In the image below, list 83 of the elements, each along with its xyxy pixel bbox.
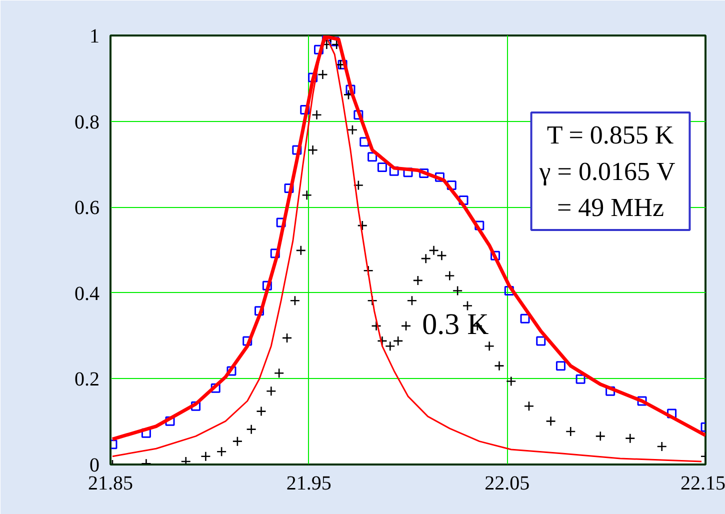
point (506, 376, 516, 386)
point (520, 314, 530, 324)
point (347, 124, 358, 136)
point (419, 168, 429, 178)
y-tick-label: 1 (90, 26, 100, 48)
point (667, 408, 677, 418)
point (595, 431, 606, 442)
point (308, 72, 318, 82)
point (232, 436, 243, 446)
x-tick-label: 21.95 (286, 472, 332, 494)
point (367, 295, 378, 306)
point (262, 280, 272, 290)
point (338, 60, 348, 70)
point (446, 180, 456, 190)
point (484, 340, 494, 352)
point (377, 336, 388, 346)
point (254, 306, 264, 316)
point (385, 340, 396, 352)
point (420, 253, 431, 264)
point (318, 69, 328, 80)
point (290, 295, 300, 306)
point (444, 270, 455, 281)
point (656, 441, 668, 452)
point (200, 451, 211, 462)
point (282, 332, 292, 344)
point (246, 424, 256, 434)
y-tick-label: 0.2 (74, 368, 100, 391)
point (377, 162, 387, 172)
x-tick-label: 22.15 (680, 472, 725, 494)
y-tick-label: 0.4 (74, 282, 100, 305)
point (226, 366, 236, 376)
point (308, 144, 318, 156)
point (624, 433, 636, 444)
point (296, 245, 306, 256)
point (546, 416, 556, 426)
point (165, 416, 175, 426)
point (462, 300, 473, 311)
point (458, 195, 468, 205)
point (300, 104, 310, 114)
point (292, 145, 302, 155)
point (606, 386, 616, 396)
annotation: T = 0.855 K (546, 120, 674, 150)
point (392, 336, 404, 346)
point (412, 275, 424, 286)
point (504, 286, 514, 296)
point (274, 368, 284, 378)
point (242, 336, 252, 346)
point (180, 456, 192, 464)
point (637, 396, 647, 406)
point (474, 220, 484, 230)
point (565, 426, 576, 437)
point (406, 295, 418, 306)
point (490, 250, 500, 260)
point (357, 220, 368, 231)
point (556, 361, 566, 371)
point (266, 386, 276, 396)
point (576, 374, 586, 384)
point (210, 383, 220, 393)
annotation: γ = 0.0165 V (538, 156, 676, 186)
point (302, 190, 312, 200)
y-tick-label: 0.8 (74, 111, 100, 134)
point (371, 320, 382, 332)
point (400, 320, 412, 332)
point (216, 446, 227, 457)
y-tick-label: 0.6 (74, 197, 100, 220)
point (191, 401, 201, 411)
point (536, 336, 546, 346)
point (452, 286, 463, 296)
point (436, 250, 447, 261)
point (494, 360, 504, 371)
x-tick-label: 22.05 (484, 472, 530, 494)
point (524, 401, 534, 412)
point (256, 406, 266, 416)
point (346, 84, 356, 94)
point (368, 152, 378, 162)
point (354, 110, 364, 120)
point (353, 180, 364, 190)
point (428, 245, 439, 256)
point (434, 172, 444, 182)
annotation: = 49 MHz (556, 193, 664, 222)
point (270, 248, 280, 258)
point (312, 110, 322, 120)
point (284, 183, 294, 193)
